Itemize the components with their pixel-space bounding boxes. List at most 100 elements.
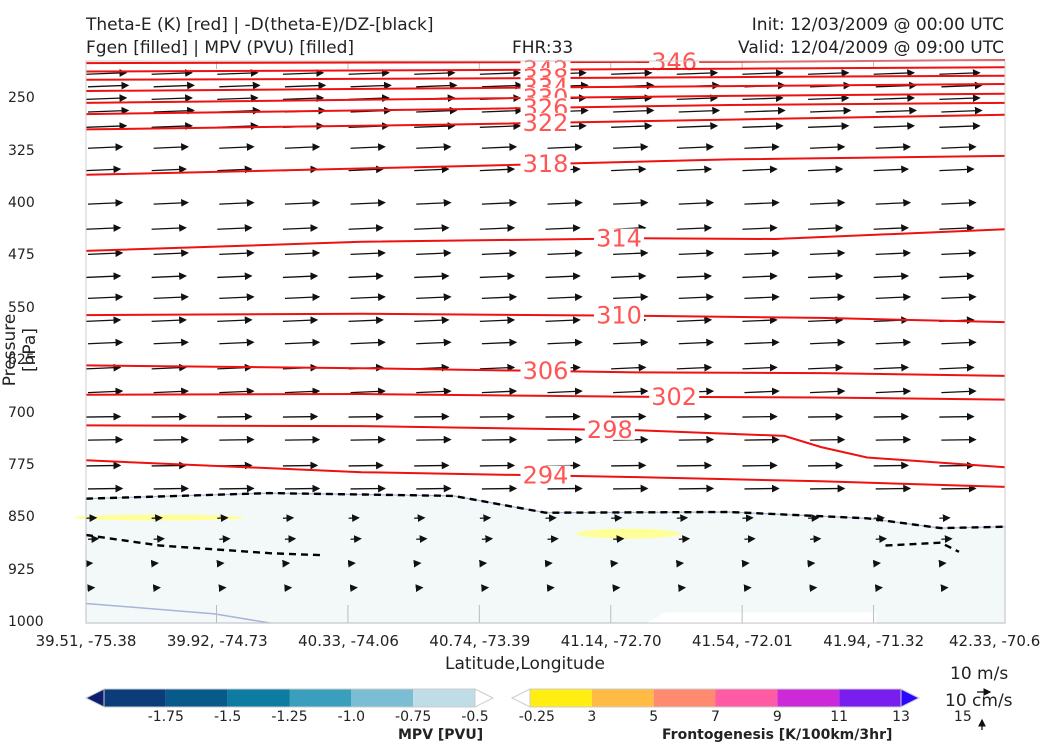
wind-vector <box>284 584 293 593</box>
wind-vector <box>414 272 450 281</box>
wind-vector <box>350 293 386 302</box>
wind-vector <box>282 412 319 421</box>
wind-vector <box>479 272 516 281</box>
fgen-colorbar-tick: 3 <box>587 709 597 725</box>
theta-e-contours: 3463423383343303263223183143103063022982… <box>85 48 1006 489</box>
wind-vector <box>809 584 818 593</box>
wind-vector <box>808 224 844 232</box>
theta-e-label-bg <box>520 97 571 118</box>
wind-vector <box>613 199 649 207</box>
wind-vector <box>284 199 321 207</box>
wind-vector <box>219 387 255 396</box>
wind-vector <box>349 584 358 593</box>
wind-vector <box>348 272 384 281</box>
wind-vector <box>219 143 255 151</box>
theta-e-label: 314 <box>596 225 642 253</box>
fgen-colorbar-segment <box>715 689 778 707</box>
mpv-colorbar-tick: -0.25 <box>518 709 555 725</box>
wind-vector <box>348 514 360 522</box>
theta-e-label: 346 <box>651 48 697 76</box>
theta-e-label-bg <box>594 305 645 326</box>
wind-vector <box>217 514 229 522</box>
wind-vector <box>153 435 189 444</box>
wind-vector <box>941 435 977 444</box>
wind-vector <box>85 224 122 232</box>
wind-vector <box>941 199 977 207</box>
wind-vector <box>153 199 189 207</box>
wind-vector <box>416 81 458 90</box>
wind-vector <box>611 122 653 130</box>
wind-vector <box>742 69 784 77</box>
mpv-colorbar-tick: -1.75 <box>147 709 184 725</box>
wind-vector <box>153 484 189 493</box>
wind-vector <box>742 461 778 470</box>
wind-vector <box>217 412 253 421</box>
wind-vector <box>153 249 189 258</box>
wind-vector <box>152 584 161 593</box>
wind-vector <box>150 559 159 568</box>
mpv-colorbar-segment <box>104 689 166 707</box>
wind-vector <box>416 535 428 543</box>
x-tick-label: 41.54, -72.01 <box>692 632 793 650</box>
wind-vector <box>481 338 518 347</box>
wind-vector <box>744 199 780 207</box>
wind-vector <box>219 81 261 90</box>
title-line-1: Theta-E (K) [red] | -D(theta-E)/DZ-[blac… <box>86 15 434 35</box>
theta-e-label-bg <box>649 51 700 72</box>
wind-vector <box>742 412 778 421</box>
theta-e-contour <box>85 228 1006 252</box>
y-tick-label: 475 <box>8 247 35 264</box>
mpv-contour-line <box>85 602 270 624</box>
wind-vector <box>416 293 452 302</box>
wind-vector <box>350 81 392 90</box>
wind-vector <box>479 69 522 77</box>
vector-scale-horizontal: 10 m/s <box>950 664 1009 684</box>
wind-vector <box>284 435 321 444</box>
wind-vector <box>810 143 846 151</box>
wind-vector <box>742 224 778 232</box>
y-tick-label: 325 <box>8 142 35 159</box>
wind-vector <box>678 338 715 347</box>
wind-vector <box>151 316 187 325</box>
wind-vector <box>350 535 362 543</box>
wind-vector <box>87 535 100 543</box>
mpv-colorbar-segment <box>165 689 228 707</box>
wind-vector <box>481 584 490 593</box>
wind-vector <box>85 461 122 470</box>
fgen-colorbar-segment <box>777 689 840 707</box>
wind-vector <box>85 412 122 421</box>
wind-vector <box>481 106 524 115</box>
wind-vector <box>151 69 193 77</box>
x-tick-label: 41.94, -71.32 <box>823 632 925 650</box>
mpv-colorbar-segment <box>227 689 290 707</box>
wind-vector <box>676 412 713 421</box>
wind-vector <box>414 69 456 77</box>
wind-vector <box>348 316 384 325</box>
wind-vector <box>744 338 780 347</box>
wind-vector <box>87 143 124 151</box>
wind-vector <box>613 387 649 396</box>
wind-vector <box>810 199 846 207</box>
wind-vector <box>677 584 687 593</box>
wind-vector <box>481 435 518 444</box>
wind-vector <box>547 435 583 444</box>
theta-e-label: 306 <box>523 357 569 385</box>
theta-e-label-bg <box>520 465 571 486</box>
wind-vector <box>676 69 719 77</box>
wind-vector <box>547 338 583 347</box>
wind-vector <box>87 338 124 347</box>
wind-vector <box>87 293 124 302</box>
wind-vector <box>151 363 187 372</box>
wind-vector <box>941 484 977 493</box>
wind-vector <box>810 249 846 258</box>
fgen-colorbar-tick: 5 <box>649 709 659 725</box>
wind-vector <box>547 199 583 207</box>
wind-vector <box>676 272 713 281</box>
wind-vector <box>810 106 852 115</box>
wind-vector <box>676 94 719 103</box>
vector-scale-vertical: 10 cm/s <box>945 691 1013 711</box>
wind-vector <box>219 293 255 302</box>
wind-vector <box>545 514 557 522</box>
wind-vector <box>350 199 386 207</box>
wind-vector <box>479 514 492 522</box>
